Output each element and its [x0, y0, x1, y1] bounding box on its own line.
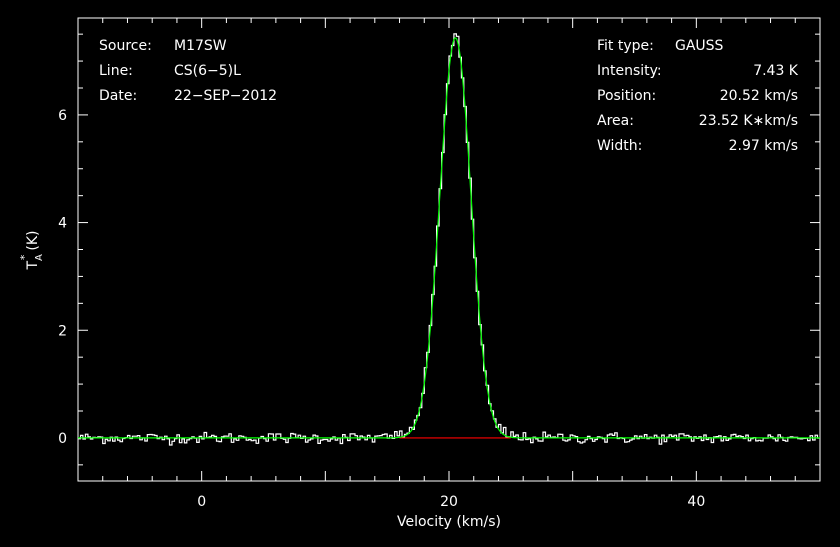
y-axis-label-sup: * — [18, 254, 31, 260]
info-block-left: Source: M17SW Line: CS(6−5)L Date: 22−SEP−201… — [99, 38, 277, 104]
info-label: Width: — [597, 138, 642, 154]
info-value: CS(6−5)L — [174, 63, 241, 79]
y-axis-label-unit: (K) — [25, 230, 41, 250]
info-value: 22−SEP−2012 — [174, 88, 277, 104]
y-axis-label-sub: A — [34, 254, 45, 261]
y-tick-label: 0 — [58, 431, 67, 447]
info-label: Line: — [99, 63, 133, 79]
info-value: 23.52 K∗km/s — [699, 113, 798, 129]
info-value: 2.97 km/s — [729, 138, 798, 154]
info-label: Area: — [597, 113, 634, 129]
info-label: Source: — [99, 38, 152, 54]
x-tick-label: 20 — [440, 494, 458, 510]
tick-marks — [77, 18, 821, 481]
y-axis-label: TA* (K) — [18, 230, 45, 270]
plot-area — [78, 33, 820, 446]
info-value: M17SW — [174, 38, 227, 54]
info-value: 7.43 K — [753, 63, 799, 79]
info-block-right: Fit type: GAUSS Intensity: 7.43 K Position: 2… — [597, 38, 799, 154]
info-value: 20.52 km/s — [720, 88, 798, 104]
info-label: Fit type: — [597, 38, 654, 54]
y-axis-label-main: T — [25, 261, 41, 271]
y-tick-label: 2 — [58, 323, 67, 339]
x-tick-label: 0 — [197, 494, 206, 510]
tick-labels: 0 20 40 0 2 4 6 — [58, 108, 705, 510]
info-value: GAUSS — [675, 38, 724, 54]
gauss-fit-line — [78, 37, 820, 439]
info-label: Date: — [99, 88, 137, 104]
info-label: Position: — [597, 88, 656, 104]
info-label: Intensity: — [597, 63, 662, 79]
x-tick-label: 40 — [687, 494, 705, 510]
y-tick-label: 6 — [58, 108, 67, 124]
x-axis-label: Velocity (km/s) — [397, 514, 501, 530]
y-tick-label: 4 — [58, 216, 67, 232]
